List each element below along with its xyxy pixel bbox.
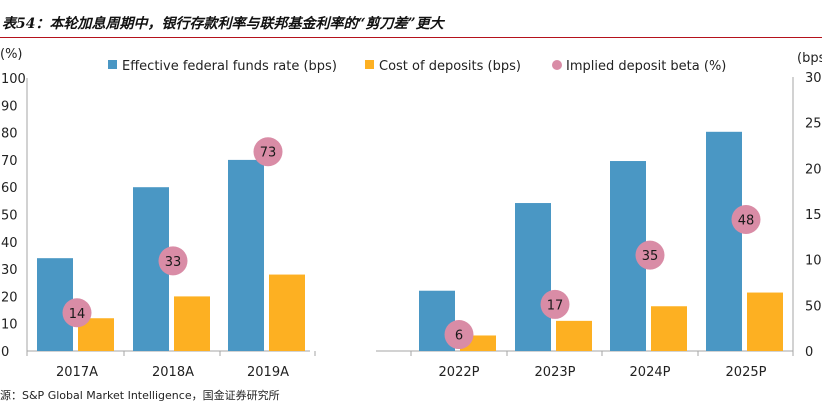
bar-ffr (706, 131, 742, 351)
legend-swatch-1 (365, 60, 374, 69)
left-tick-label: 90 (1, 99, 18, 114)
beta-label: 14 (69, 307, 86, 322)
legend-label-2: Implied deposit beta (%) (566, 59, 726, 74)
bar-deposits (651, 306, 687, 351)
right-panel: (bps 0 50 100 150 200 250 300 6 2022P 17 2023P 35 202… (376, 51, 822, 380)
right-tick-label: 200 (805, 162, 822, 177)
beta-bubble (635, 240, 665, 270)
legend-label-0: Effective federal funds rate (bps) (122, 59, 337, 74)
category-label: 2022P (439, 365, 480, 380)
legend: Effective federal funds rate (bps) Cost o… (108, 59, 726, 74)
legend-swatch-0 (108, 60, 117, 69)
beta-label: 17 (547, 298, 564, 313)
beta-bubble (253, 137, 283, 167)
left-tick-label: 10 (1, 318, 18, 333)
source-note: 源：S&P Global Market Intelligence，国金证券研究所 (0, 389, 280, 402)
left-tick-label: 100 (1, 72, 26, 87)
right-axis-label: (bps (797, 51, 822, 66)
beta-bubble (158, 246, 188, 276)
right-tick-label: 50 (805, 299, 822, 314)
chart: Effective federal funds rate (bps) Cost o… (0, 47, 822, 380)
left-tick-label: 40 (1, 236, 18, 251)
right-tick-label: 300 (805, 71, 822, 86)
legend-label-1: Cost of deposits (bps) (379, 59, 521, 74)
bar-deposits (747, 292, 783, 351)
title-bar: 表54：本轮加息周期中，银行存款利率与联邦基金利率的“剪刀差”更大 (0, 11, 822, 38)
beta-label: 73 (260, 146, 277, 161)
category-label: 2025P (726, 365, 767, 380)
bar-deposits (269, 274, 305, 351)
beta-label: 48 (738, 213, 755, 228)
left-panel: (%) 0 10 20 30 40 50 60 70 80 90 100 14 2017A 33 2018A 7… (0, 47, 316, 380)
left-tick-label: 70 (1, 154, 18, 169)
beta-bubble (444, 320, 474, 350)
bar-deposits (556, 320, 592, 351)
beta-label: 6 (455, 329, 463, 344)
category-label: 2024P (630, 365, 671, 380)
left-tick-label: 30 (1, 263, 18, 278)
bar-ffr (515, 203, 551, 351)
beta-label: 35 (642, 249, 659, 264)
bar-ffr (228, 159, 264, 351)
right-tick-label: 150 (805, 208, 822, 223)
right-tick-label: 250 (805, 117, 822, 132)
left-tick-label: 50 (1, 209, 18, 224)
legend-swatch-2 (552, 60, 562, 70)
right-tick-label: 100 (805, 254, 822, 269)
right-tick-label: 0 (805, 345, 813, 360)
left-tick-label: 60 (1, 181, 18, 196)
bar-deposits (174, 296, 210, 351)
beta-bubble (62, 298, 92, 328)
left-tick-label: 0 (1, 345, 9, 360)
category-label: 2023P (535, 365, 576, 380)
category-label: 2017A (56, 365, 98, 380)
left-tick-label: 20 (1, 290, 18, 305)
chart-title: 表54：本轮加息周期中，银行存款利率与联邦基金利率的“剪刀差”更大 (2, 16, 444, 32)
beta-label: 33 (165, 255, 182, 270)
beta-bubble (540, 289, 570, 319)
category-label: 2019A (247, 365, 289, 380)
category-label: 2018A (152, 365, 194, 380)
beta-bubble (731, 204, 761, 234)
left-axis-label: (%) (0, 47, 23, 62)
left-tick-label: 80 (1, 127, 18, 142)
